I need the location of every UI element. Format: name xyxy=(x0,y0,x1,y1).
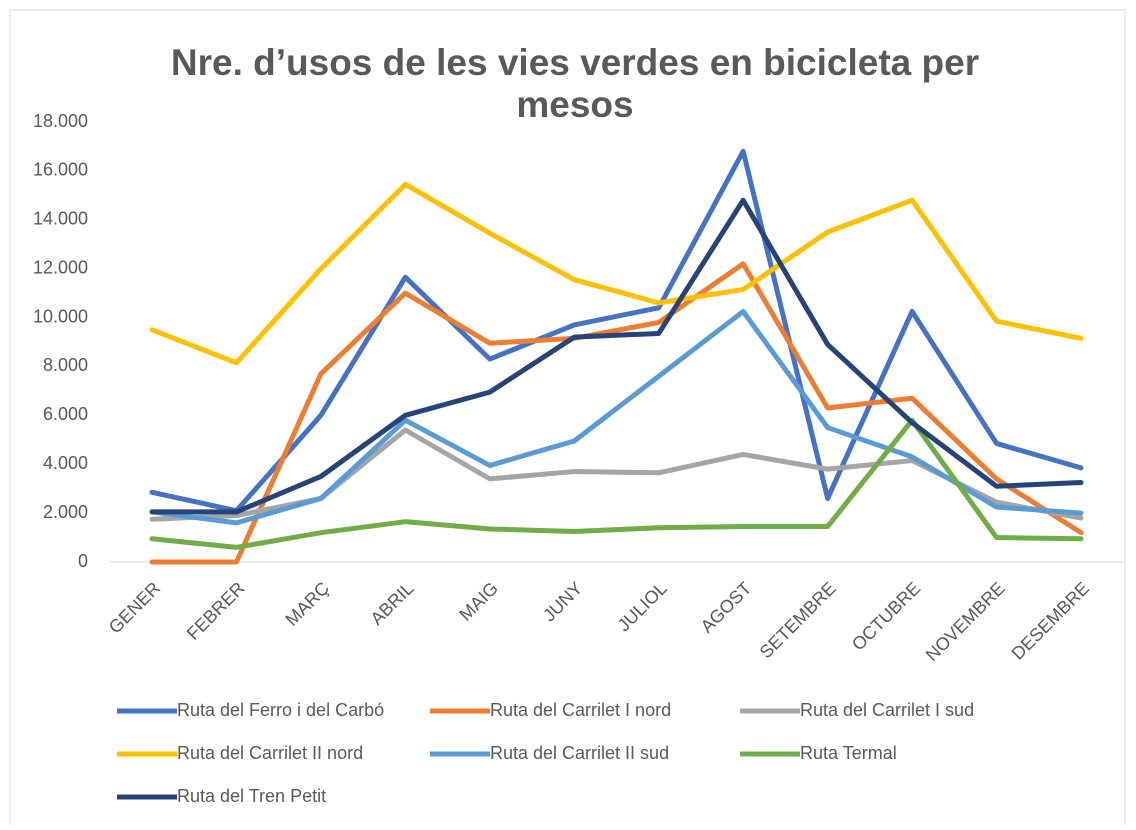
legend-label: Ruta Termal xyxy=(800,743,897,763)
series-line xyxy=(149,417,1084,550)
chart-title: Nre. d’usos de les vies verdes en bicicl… xyxy=(170,42,980,125)
series-line xyxy=(149,308,1084,526)
x-tick-label: AGOST xyxy=(697,578,756,637)
y-tick-label: 16.000 xyxy=(33,160,88,180)
x-tick-label: JUNY xyxy=(539,578,586,625)
legend-label: Ruta del Tren Petit xyxy=(177,786,326,806)
legend-label: Ruta del Carrilet I nord xyxy=(490,700,671,720)
y-tick-label: 8.000 xyxy=(43,355,88,375)
x-tick-label: SETEMBRE xyxy=(756,578,840,662)
chart-border xyxy=(9,9,1126,830)
x-tick-label: ABRIL xyxy=(367,578,418,629)
legend-label: Ruta del Carrilet II sud xyxy=(490,743,669,763)
series-line xyxy=(149,197,1084,515)
x-tick-label: FEBRER xyxy=(183,578,249,644)
y-tick-label: 0 xyxy=(78,551,88,571)
series-line xyxy=(149,148,1084,514)
x-tick-label: DESEMBRE xyxy=(1008,578,1094,664)
y-tick-label: 10.000 xyxy=(33,306,88,326)
y-tick-label: 2.000 xyxy=(43,502,88,522)
x-tick-label: MAIG xyxy=(455,578,502,625)
series-line xyxy=(149,261,1084,565)
x-tick-label: OCTUBRE xyxy=(848,578,924,654)
x-tick-label: JULIOL xyxy=(614,578,671,635)
y-tick-label: 4.000 xyxy=(43,453,88,473)
legend-label: Ruta del Carrilet I sud xyxy=(800,700,974,720)
legend-label: Ruta del Ferro i del Carbó xyxy=(177,700,384,720)
x-tick-label: MARÇ xyxy=(281,578,333,630)
y-tick-label: 12.000 xyxy=(33,257,88,277)
y-tick-label: 18.000 xyxy=(33,111,88,131)
series-line xyxy=(149,181,1084,366)
y-tick-label: 6.000 xyxy=(43,404,88,424)
x-tick-label: NOVEMBRE xyxy=(922,578,1009,665)
y-tick-label: 14.000 xyxy=(33,209,88,229)
legend-label: Ruta del Carrilet II nord xyxy=(177,743,363,763)
x-tick-label: GENER xyxy=(105,578,164,637)
